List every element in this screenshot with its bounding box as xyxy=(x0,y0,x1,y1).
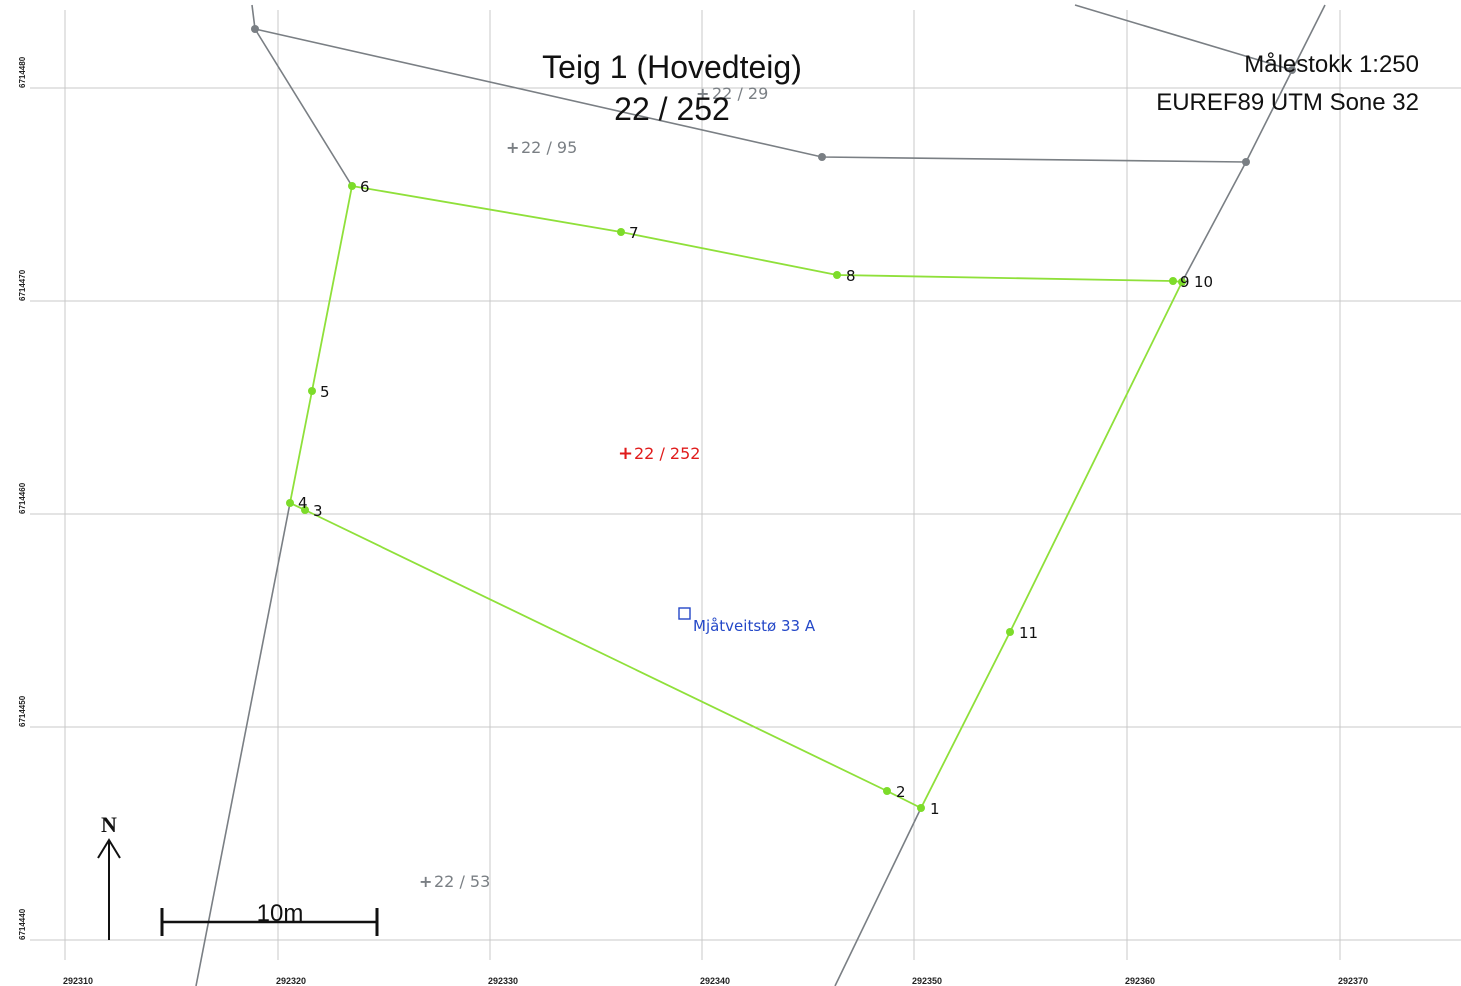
easting-tick: 292340 xyxy=(700,976,730,986)
address-marker[interactable]: Mjåtveitstø 33 A xyxy=(678,607,816,635)
parcel-marker-icon: + xyxy=(506,138,519,157)
boundary-point-9[interactable] xyxy=(1169,277,1177,285)
parcel-marker-icon: + xyxy=(419,872,432,891)
boundary-point-10[interactable] xyxy=(1178,278,1186,286)
point-label: 3 xyxy=(313,502,323,520)
northing-tick: 6714450 xyxy=(18,695,27,727)
northing-axis: 6714480 6714470 6714460 6714450 6714440 xyxy=(18,56,27,940)
boundary-point-7[interactable] xyxy=(617,228,625,236)
northing-tick: 6714480 xyxy=(18,56,27,88)
point-label: 1 xyxy=(930,800,940,818)
boundary-point-3[interactable] xyxy=(301,506,309,514)
northing-tick: 6714440 xyxy=(18,908,27,940)
parcel-marker-icon: + xyxy=(696,84,709,103)
point-label: 4 xyxy=(298,494,308,512)
neighbor-boundary xyxy=(195,502,291,986)
parcel-id-title: 22 / 252 xyxy=(614,91,730,127)
scale-ratio: Målestokk 1:250 xyxy=(1244,51,1419,78)
point-label: 10 xyxy=(1194,273,1213,291)
boundary-point-6[interactable] xyxy=(348,182,356,190)
address-square-icon xyxy=(678,607,691,620)
point-label: 5 xyxy=(320,383,330,401)
neighbor-parcel-labels: + 22 / 29 + 22 / 95 + 22 / 53 xyxy=(419,84,768,891)
neighbor-boundary xyxy=(834,807,922,986)
neighbor-parcel-label: 22 / 29 xyxy=(712,84,768,103)
north-arrow: N xyxy=(97,812,121,940)
map-title-block: Teig 1 (Hovedteig) 22 / 252 xyxy=(542,49,802,127)
boundary-point-4[interactable] xyxy=(286,499,294,507)
easting-tick: 292310 xyxy=(63,976,93,986)
easting-axis: 292310 292320 292330 292340 292350 29236… xyxy=(63,976,1368,986)
scale-bar: 10m xyxy=(160,900,379,936)
easting-tick: 292370 xyxy=(1338,976,1368,986)
point-labels: 1 2 3 4 5 6 7 8 9 10 11 xyxy=(298,178,1213,818)
neighbor-boundary xyxy=(1181,4,1326,283)
neighbor-vertex xyxy=(1242,158,1250,166)
parcel-boundary[interactable] xyxy=(286,182,1186,812)
neighbor-boundary xyxy=(1074,4,1293,71)
address-label: Mjåtveitstø 33 A xyxy=(693,617,816,635)
easting-tick: 292350 xyxy=(912,976,942,986)
boundary-point-11[interactable] xyxy=(1006,628,1014,636)
easting-tick: 292330 xyxy=(488,976,518,986)
coordinate-system: EUREF89 UTM Sone 32 xyxy=(1156,89,1419,116)
easting-tick: 292360 xyxy=(1125,976,1155,986)
neighbor-vertex xyxy=(251,25,259,33)
north-label: N xyxy=(101,812,117,837)
boundary-point-5[interactable] xyxy=(308,387,316,395)
point-label: 6 xyxy=(360,178,370,196)
point-label: 9 xyxy=(1180,273,1190,291)
northing-tick: 6714470 xyxy=(18,269,27,301)
neighbor-parcel-label: 22 / 53 xyxy=(434,872,490,891)
point-label: 11 xyxy=(1019,624,1038,642)
point-label: 2 xyxy=(896,783,906,801)
neighbor-parcel-label: 22 / 95 xyxy=(521,138,577,157)
boundary-point-8[interactable] xyxy=(833,271,841,279)
main-parcel-marker[interactable]: + 22 / 252 xyxy=(618,443,700,464)
north-arrow-icon xyxy=(97,838,121,859)
map-info-block: Målestokk 1:250 EUREF89 UTM Sone 32 xyxy=(1156,51,1419,116)
scale-bar-label: 10m xyxy=(257,900,304,927)
neighbor-parcel-22-95[interactable]: + 22 / 95 xyxy=(506,138,577,157)
grid xyxy=(30,10,1461,960)
neighbor-boundaries xyxy=(195,4,1326,986)
main-parcel-label: 22 / 252 xyxy=(634,444,700,463)
neighbor-parcel-22-29[interactable]: + 22 / 29 xyxy=(696,84,768,103)
point-label: 7 xyxy=(629,224,639,242)
easting-tick: 292320 xyxy=(276,976,306,986)
point-label: 8 xyxy=(846,267,856,285)
neighbor-vertex xyxy=(818,153,826,161)
boundary-point-1[interactable] xyxy=(917,804,925,812)
boundary-point-2[interactable] xyxy=(883,787,891,795)
northing-tick: 6714460 xyxy=(18,482,27,514)
neighbor-parcel-22-53[interactable]: + 22 / 53 xyxy=(419,872,490,891)
map-title: Teig 1 (Hovedteig) xyxy=(542,49,802,85)
neighbor-vertex xyxy=(1288,66,1296,74)
parcel-polygon[interactable] xyxy=(288,184,1184,810)
parcel-marker-icon: + xyxy=(618,443,633,464)
